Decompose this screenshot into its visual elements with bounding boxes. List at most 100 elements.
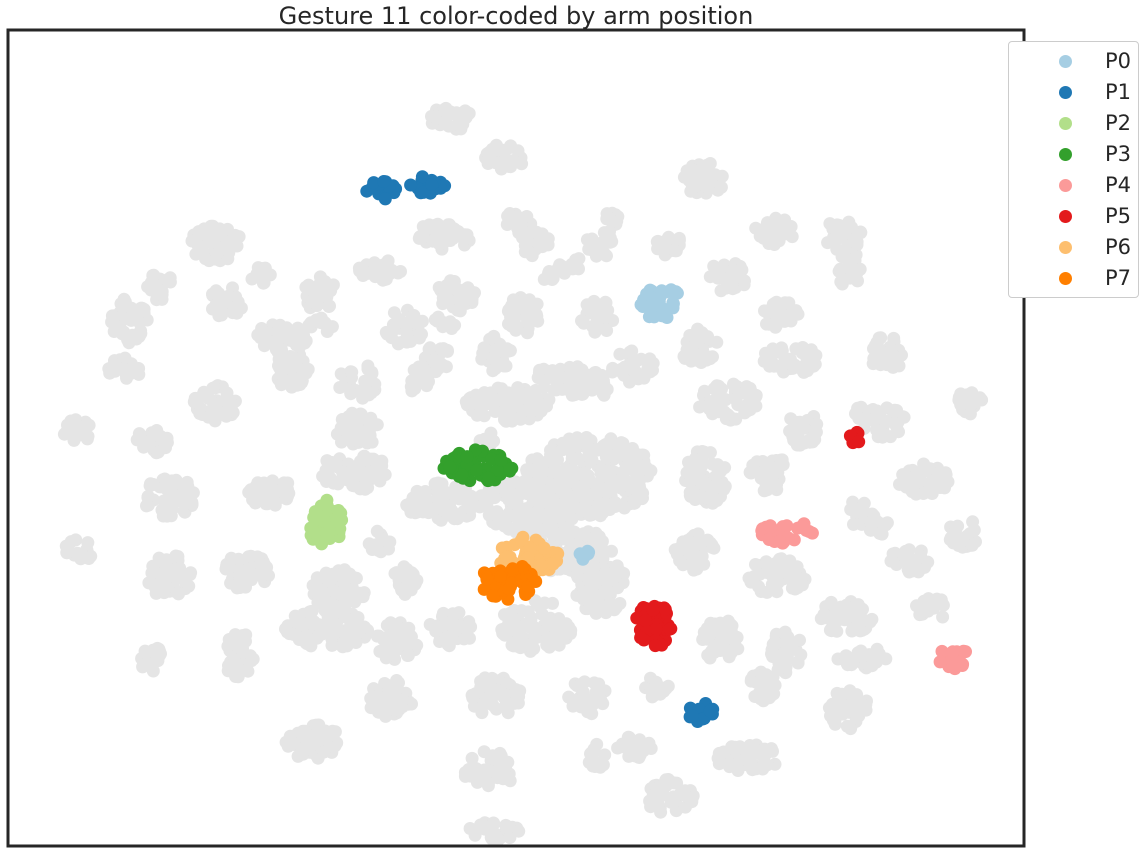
background-point — [280, 625, 294, 639]
point-p6 — [537, 541, 551, 555]
background-point — [525, 477, 539, 491]
background-point — [504, 139, 518, 153]
background-point — [771, 576, 785, 590]
legend-marker — [1059, 148, 1072, 161]
background-point — [370, 524, 384, 538]
background-point — [748, 690, 762, 703]
background-point — [584, 565, 598, 579]
background-point — [475, 352, 489, 366]
background-point — [302, 278, 316, 292]
background-point — [146, 428, 160, 442]
background-point — [368, 418, 382, 432]
background-point — [795, 346, 809, 360]
background-point — [758, 484, 772, 497]
background-point — [421, 500, 435, 514]
background-point — [345, 365, 359, 379]
background-point — [337, 589, 351, 603]
background-point — [684, 184, 698, 198]
background-point — [699, 180, 713, 194]
background-point — [718, 461, 732, 475]
background-point — [566, 699, 580, 713]
background-point — [221, 222, 234, 236]
background-point — [383, 535, 397, 549]
background-point — [535, 473, 549, 487]
legend-item-p7: P7 — [1009, 263, 1140, 293]
background-point — [766, 221, 780, 235]
background-point — [470, 408, 484, 422]
background-point — [701, 399, 715, 413]
background-point — [742, 396, 756, 410]
background-point — [269, 342, 283, 356]
background-point — [590, 315, 604, 329]
background-point — [772, 656, 786, 670]
background-point — [799, 363, 813, 377]
background-point — [697, 445, 711, 459]
legend-label: P7 — [1105, 266, 1132, 290]
background-point — [834, 275, 848, 289]
series-p2 — [304, 493, 349, 551]
background-point — [746, 458, 760, 472]
legend-label: P5 — [1105, 204, 1132, 228]
background-point — [540, 399, 553, 413]
background-point — [344, 387, 358, 401]
background-point — [503, 302, 517, 315]
point-p3 — [494, 453, 508, 467]
background-point — [749, 558, 762, 571]
background-point — [766, 637, 780, 651]
background-point — [411, 500, 425, 513]
background-point — [535, 459, 549, 473]
background-point — [594, 693, 608, 707]
background-point — [835, 687, 849, 701]
background-point — [600, 324, 614, 337]
background-point — [422, 342, 436, 356]
background-point — [848, 621, 862, 635]
background-point — [870, 335, 884, 349]
background-point — [520, 638, 533, 652]
background-point — [598, 497, 612, 511]
background-point — [512, 690, 526, 703]
point-p5 — [658, 602, 672, 616]
background-point — [547, 620, 561, 634]
point-p7 — [486, 589, 500, 603]
background-point — [623, 476, 637, 490]
legend-label: P2 — [1105, 111, 1132, 135]
background-point — [317, 745, 331, 759]
background-point — [940, 475, 954, 489]
background-point — [151, 445, 165, 459]
background-point — [863, 615, 877, 629]
background-point — [192, 225, 206, 239]
background-point — [452, 606, 466, 620]
legend-marker — [1059, 179, 1072, 192]
point-p5 — [638, 613, 652, 627]
background-point — [603, 225, 616, 238]
point-p5 — [634, 631, 648, 645]
background-point — [791, 656, 805, 670]
background-point — [194, 390, 208, 404]
point-p2 — [320, 499, 334, 513]
background-point — [966, 515, 980, 529]
background-point — [620, 462, 634, 476]
background-point — [132, 367, 146, 381]
background-point — [441, 218, 455, 232]
background-point — [909, 487, 923, 501]
point-p1 — [703, 704, 717, 718]
background-point — [322, 463, 335, 477]
background-point — [965, 386, 979, 400]
background-point — [201, 410, 215, 424]
legend-marker — [1059, 241, 1072, 254]
background-point — [349, 571, 363, 585]
background-point — [769, 319, 783, 333]
background-point — [219, 394, 233, 407]
background-point — [509, 475, 522, 489]
background-point — [546, 528, 560, 542]
point-p6 — [534, 558, 548, 572]
background-point — [191, 239, 205, 252]
background-point — [636, 486, 650, 500]
background-point — [298, 724, 312, 738]
background-point — [452, 226, 466, 239]
background-point — [587, 676, 601, 690]
background-point — [402, 621, 416, 635]
background-point — [784, 412, 798, 426]
background-point — [551, 453, 564, 467]
background-point — [506, 387, 520, 401]
